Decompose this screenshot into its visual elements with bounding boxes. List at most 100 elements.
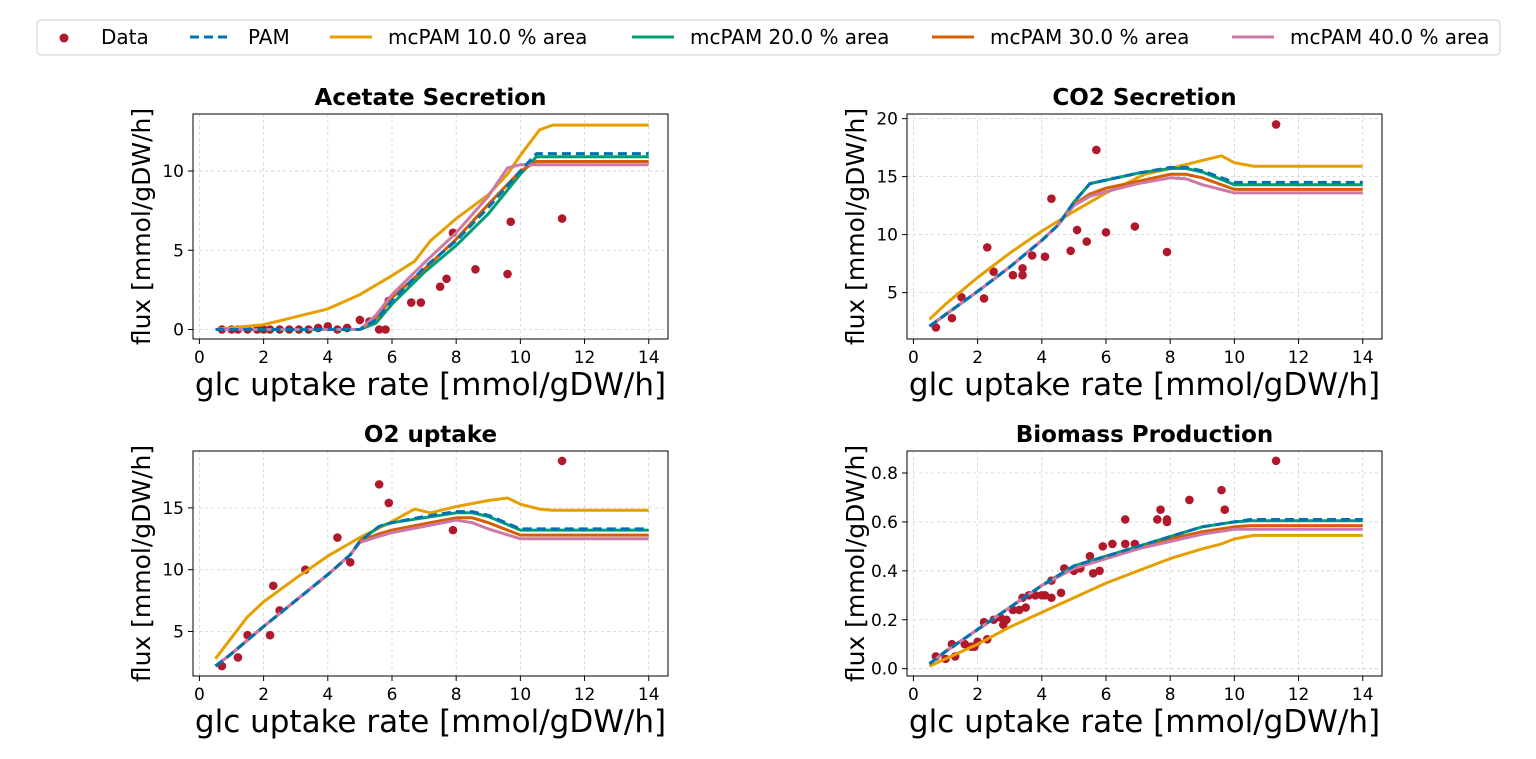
data-point (1217, 485, 1226, 495)
gridlines (907, 114, 1382, 339)
data-point (979, 294, 989, 303)
plot-area (928, 456, 1363, 668)
series-line-mcpam-40-0-area (214, 518, 649, 668)
axes-frame (906, 450, 1383, 677)
plot-area (215, 123, 649, 334)
x-tick-label: 12 (1288, 348, 1310, 368)
x-tick-label: 8 (1165, 685, 1176, 705)
x-tick-label: 8 (1165, 348, 1176, 368)
data-point (1108, 539, 1117, 549)
y-axis-label: flux [mmol/gDW/h] (127, 108, 156, 345)
gridlines (193, 451, 668, 676)
series-line-mcpam-10-0-area (214, 496, 649, 660)
x-tick-label: 2 (972, 685, 983, 705)
legend-entry-mcpam-20-0-area: mcPAM 20.0 % area (632, 25, 889, 49)
axes-frame (192, 113, 669, 340)
data-point (442, 274, 451, 284)
series-line-pam (215, 152, 649, 331)
data-point (503, 269, 512, 279)
data-point (374, 325, 384, 334)
legend-entry-mcpam-10-0-area: mcPAM 10.0 % area (330, 25, 587, 49)
x-axis-label: glc uptake rate [mmol/gDW/h] (909, 704, 1380, 740)
data-point (1095, 566, 1104, 576)
legend-entry-mcpam-40-0-area: mcPAM 40.0 % area (1232, 25, 1489, 49)
y-ticks: 5 10 15 20 (876, 110, 907, 304)
legend-label: mcPAM 20.0 % area (690, 25, 889, 49)
data-point (471, 264, 480, 274)
data-point (1085, 551, 1095, 561)
panel-o2-uptake: 0 2 4 6 8 10 12 14 5 10 15 O2 uptake glc uptake rate… (127, 422, 669, 740)
data-point (1120, 539, 1130, 549)
y-tick-label: 0.2 (871, 611, 898, 631)
panel-acetate-secretion: 0 2 4 6 8 10 12 14 0 5 10 Acetate Secretion glc upta… (127, 85, 669, 403)
data-point (345, 557, 355, 567)
legend-label: PAM (248, 25, 290, 49)
y-tick-label: 15 (876, 168, 898, 188)
data-point (557, 456, 567, 466)
x-axis-label: glc uptake rate [mmol/gDW/h] (195, 704, 666, 740)
series-line-mcpam-30-0-area (215, 160, 649, 331)
data-point (1156, 505, 1165, 514)
x-tick-label: 10 (510, 348, 532, 368)
data-point (384, 498, 394, 508)
series-line-pam (928, 165, 1363, 328)
x-tick-label: 4 (1036, 685, 1047, 705)
series-line-pam (928, 518, 1363, 665)
y-axis-label: flux [mmol/gDW/h] (127, 445, 156, 682)
plot-area (214, 456, 649, 671)
data-point (1220, 505, 1230, 514)
y-ticks: 5 10 15 (162, 499, 193, 642)
legend-marker-data (59, 33, 69, 43)
panel-biomass-production: 0 2 4 6 8 10 12 14 0.0 0.2 0.4 0.6 0.8 Biomass Produc… (841, 422, 1383, 740)
data-point (381, 325, 390, 334)
series-line-mcpam-10-0-area (215, 123, 649, 331)
data-point (1027, 251, 1037, 260)
x-tick-label: 14 (638, 348, 660, 368)
x-tick-label: 10 (510, 685, 532, 705)
x-tick-label: 4 (322, 685, 333, 705)
y-tick-label: 5 (887, 284, 898, 304)
data-point (1002, 615, 1011, 625)
legend-label: Data (101, 25, 149, 49)
x-ticks: 0 2 4 6 8 10 12 14 (908, 339, 1374, 368)
series-line-pam (214, 510, 649, 668)
data-point (268, 581, 278, 591)
chart-panels: 0 2 4 6 8 10 12 14 0 5 10 Acetate Secretion glc upta… (127, 85, 1383, 740)
x-ticks: 0 2 4 6 8 10 12 14 (908, 676, 1374, 705)
data-point (333, 533, 342, 542)
series-line-mcpam-40-0-area (215, 163, 649, 331)
data-point (1098, 542, 1108, 551)
data-point (1271, 120, 1281, 129)
data-point (1047, 194, 1056, 203)
chart-title: CO2 Secretion (1052, 85, 1236, 111)
data-point (1018, 263, 1027, 273)
y-ticks: 0.0 0.2 0.4 0.6 0.8 (871, 464, 907, 680)
legend-label: mcPAM 40.0 % area (1290, 25, 1489, 49)
x-tick-label: 2 (258, 685, 269, 705)
y-tick-label: 10 (162, 162, 184, 182)
y-tick-label: 0.4 (871, 562, 898, 582)
chart-title: Biomass Production (1016, 422, 1274, 448)
data-point (1101, 227, 1111, 237)
series-line-mcpam-20-0-area (215, 155, 649, 331)
data-point (1092, 145, 1101, 155)
legend-entry-data: Data (59, 25, 149, 49)
data-point (1021, 603, 1031, 612)
x-tick-label: 0 (194, 348, 205, 368)
data-point (448, 525, 458, 535)
y-axis-label: flux [mmol/gDW/h] (841, 108, 870, 345)
legend-label: mcPAM 10.0 % area (388, 25, 587, 49)
x-axis-label: glc uptake rate [mmol/gDW/h] (195, 367, 666, 403)
data-point (1056, 588, 1066, 598)
data-point (233, 653, 243, 662)
data-point (1040, 252, 1050, 261)
x-tick-label: 4 (1036, 348, 1047, 368)
data-point (1082, 237, 1092, 246)
x-tick-label: 0 (194, 685, 205, 705)
x-ticks: 0 2 4 6 8 10 12 14 (194, 339, 660, 368)
data-point (982, 243, 992, 252)
y-tick-label: 0 (173, 320, 184, 340)
data-point (435, 282, 445, 292)
axes-frame (192, 450, 669, 677)
